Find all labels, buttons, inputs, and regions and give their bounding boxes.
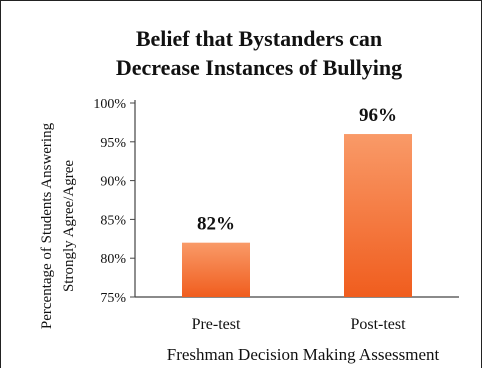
y-axis-label-line-1: Percentage of Students Answering [39,122,55,329]
y-tick-label: 90% [100,175,126,190]
bar-pre-test [182,242,250,297]
category-label: Post-test [350,316,406,333]
data-label: 96% [359,105,397,126]
y-axis-label-line-2: Strongly Agree/Agree [61,160,77,292]
chart-title-line-1: Belief that Bystanders can [136,26,382,51]
bar-post-test [344,134,412,297]
y-tick-label: 85% [100,213,126,228]
chart-title-line-2: Decrease Instances of Bullying [116,55,402,80]
bars-group: 82% Pre-test 96% Post-test [182,105,412,333]
data-label: 82% [197,214,235,235]
category-label: Pre-test [192,316,241,333]
y-tick-label: 80% [100,252,126,267]
y-tick-label: 95% [100,136,126,151]
x-axis-label: Freshman Decision Making Assessment [167,345,440,364]
y-ticks: 75% 80% 85% 90% 95% 100% [93,97,135,306]
y-tick-label: 75% [100,291,126,306]
y-tick-label: 100% [93,97,126,112]
